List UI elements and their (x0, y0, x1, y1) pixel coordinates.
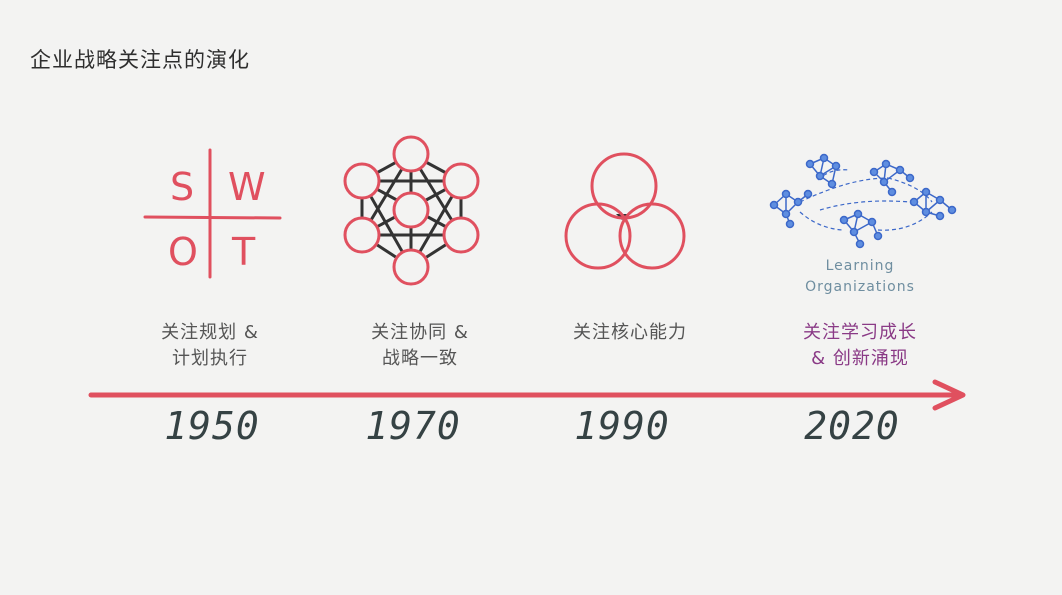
network-circles-icon (343, 135, 480, 286)
stage-1950-caption: 关注规划 & 计划执行 (135, 320, 285, 372)
swot-t-letter: T (231, 230, 256, 274)
year-2020: 2020 (804, 404, 900, 448)
learning-organizations-line1: Learning (826, 258, 895, 274)
swot-o-letter: O (168, 230, 198, 274)
stage-1970-caption-line1: 关注协同 & (371, 322, 469, 343)
venn-diagram-icon (564, 152, 686, 270)
stage-2020-caption-line2: & 创新涌现 (811, 348, 909, 369)
slide-title: 企业战略关注点的演化 (30, 48, 250, 72)
stage-1990-caption: 关注核心能力 (545, 320, 715, 346)
learning-organizations-icon: Learning Organizations (769, 153, 957, 295)
timeline-arrow (88, 379, 966, 411)
stage-1970-caption: 关注协同 & 战略一致 (345, 320, 495, 372)
learning-organizations-line2: Organizations (805, 279, 915, 295)
swot-w-letter: W (228, 165, 266, 209)
year-1970: 1970 (365, 404, 461, 448)
stage-1990-caption-line1: 关注核心能力 (573, 322, 687, 343)
swot-icon: S W O T (143, 148, 282, 279)
stage-2020-caption-line1: 关注学习成长 (803, 322, 917, 343)
year-1990: 1990 (574, 404, 670, 448)
stage-2020-caption: 关注学习成长 & 创新涌现 (775, 320, 945, 372)
stage-1950-caption-line1: 关注规划 & (161, 322, 259, 343)
stage-1950-caption-line2: 计划执行 (172, 348, 248, 369)
stage-1970-caption-line2: 战略一致 (382, 348, 458, 369)
year-1950: 1950 (164, 404, 260, 448)
swot-s-letter: S (170, 165, 194, 209)
